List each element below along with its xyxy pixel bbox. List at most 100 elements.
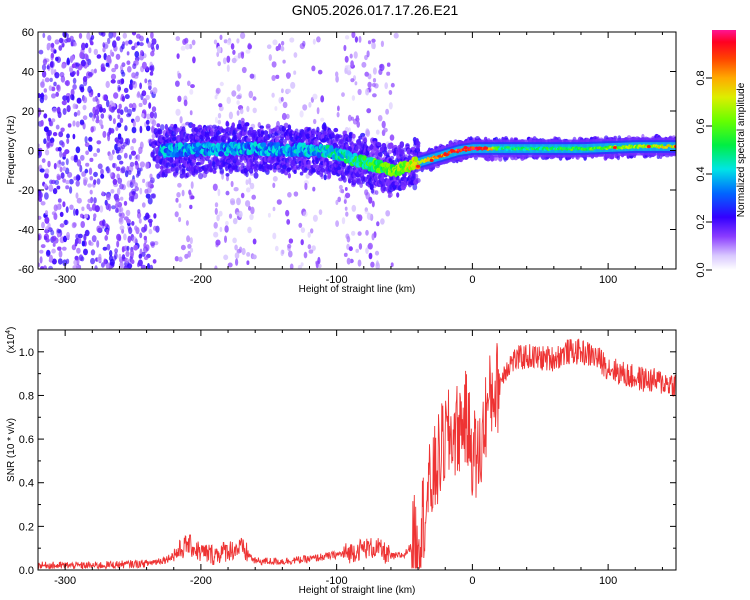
- spectrogram-noise-cell: [112, 149, 115, 155]
- spectrogram-noise-cell: [139, 50, 144, 56]
- spectrogram-noise-cell: [187, 80, 191, 87]
- spectrogram-noise-cell: [385, 210, 391, 217]
- spectrogram-ridge-halo: [287, 124, 292, 131]
- spectrogram-noise-cell: [119, 207, 124, 213]
- spectrogram-noise-cell: [78, 32, 83, 39]
- spectrogram-noise-cell: [57, 198, 62, 203]
- spectrogram-noise-cell: [75, 180, 80, 187]
- spectrogram-noise-cell: [289, 263, 294, 269]
- spectrogram-noise-cell: [111, 205, 116, 210]
- spectrogram-noise-cell: [268, 54, 272, 61]
- spectrogram-noise-cell: [93, 68, 97, 74]
- spectrogram-noise-cell: [248, 90, 254, 99]
- spectrogram-noise-cell: [106, 166, 110, 174]
- spectrogram-noise-cell: [190, 84, 195, 89]
- spectrogram-noise-cell: [114, 248, 118, 254]
- spectrogram-noise-cell: [40, 119, 44, 127]
- spectrogram-noise-cell: [145, 212, 150, 220]
- spectrogram-noise-cell: [248, 205, 251, 211]
- spectrogram-ridge-halo: [363, 137, 368, 144]
- spectrogram-noise-cell: [272, 176, 278, 182]
- spectrogram-noise-cell: [141, 202, 146, 208]
- spectrogram-noise-cell: [99, 205, 104, 213]
- spectrogram-noise-cell: [87, 58, 92, 66]
- spectrogram-noise-cell: [74, 241, 78, 247]
- spectrogram-ridge-halo: [359, 182, 363, 189]
- spectrogram-noise-cell: [52, 107, 57, 113]
- spectrogram-noise-cell: [236, 211, 240, 217]
- spectrogram-noise-cell: [43, 113, 48, 119]
- spectrogram-noise-cell: [275, 74, 280, 79]
- spectrogram-noise-cell: [115, 166, 121, 172]
- spectrogram-noise-cell: [65, 158, 69, 166]
- spectrogram-noise-cell: [230, 180, 234, 188]
- spectrogram-noise-cell: [187, 243, 192, 249]
- spectrogram-noise-cell: [100, 173, 105, 179]
- spectrogram-noise-cell: [311, 65, 316, 72]
- spectrogram-noise-cell: [143, 256, 149, 261]
- spectrogram-noise-cell: [134, 186, 139, 192]
- spectrogram-noise-cell: [280, 96, 284, 102]
- spectrogram-noise-cell: [185, 43, 190, 50]
- spectrogram-noise-cell: [214, 207, 218, 215]
- spectrogram-noise-cell: [76, 159, 82, 167]
- spectrogram-noise-cell: [138, 253, 143, 259]
- spectrogram-noise-cell: [59, 223, 65, 228]
- spectrogram-noise-cell: [86, 32, 91, 40]
- spectrogram-noise-cell: [345, 211, 349, 217]
- spectrogram-noise-cell: [371, 200, 375, 208]
- spectrogram-noise-cell: [139, 35, 144, 42]
- spectrogram-noise-cell: [185, 220, 189, 226]
- spectrogram-noise-cell: [124, 125, 128, 132]
- spectrogram-noise-cell: [131, 221, 135, 226]
- spectrogram-noise-cell: [355, 248, 360, 253]
- spectrogram-noise-cell: [55, 124, 60, 130]
- spectrogram-noise-cell: [77, 110, 81, 116]
- spectrogram-noise-cell: [285, 72, 291, 79]
- spectrogram-noise-cell: [126, 60, 131, 65]
- spectrogram-noise-cell: [143, 242, 147, 249]
- spectrogram-noise-cell: [148, 228, 153, 235]
- spectrogram-noise-cell: [140, 264, 146, 269]
- spectrogram-noise-cell: [40, 266, 44, 269]
- spectrogram-noise-cell: [145, 94, 150, 101]
- spectrogram-noise-cell: [380, 218, 385, 225]
- spectrogram-noise-cell: [38, 215, 42, 220]
- spectrogram-noise-cell: [286, 88, 292, 94]
- spectrogram-noise-cell: [41, 64, 47, 71]
- spectrogram-noise-cell: [123, 87, 129, 93]
- spectrogram-noise-cell: [61, 246, 67, 251]
- spectrogram-noise-cell: [267, 212, 271, 218]
- spectrogram-noise-cell: [96, 140, 102, 145]
- spectrogram-noise-cell: [89, 189, 93, 195]
- spectrogram-noise-cell: [57, 232, 61, 238]
- spectrogram-noise-cell: [43, 235, 48, 241]
- spectrogram-noise-cell: [226, 55, 231, 63]
- spectrogram-noise-cell: [249, 182, 255, 190]
- spectrogram-noise-cell: [53, 162, 57, 170]
- spectrogram-ridge-halo: [414, 173, 419, 180]
- spectrogram-noise-cell: [147, 81, 152, 87]
- spectrogram-noise-cell: [189, 110, 193, 116]
- spectrogram-noise-cell: [49, 60, 55, 69]
- spectrogram-noise-cell: [217, 119, 222, 125]
- spectrogram-noise-cell: [135, 173, 140, 178]
- spectrogram-noise-cell: [246, 187, 251, 193]
- spectrogram-ridge-halo: [307, 160, 312, 165]
- spectrogram-noise-cell: [343, 252, 348, 257]
- spectrogram-noise-cell: [116, 122, 122, 128]
- spectrogram-noise-cell: [216, 214, 220, 222]
- spectrogram-noise-cell: [65, 180, 70, 185]
- spectrogram-noise-cell: [117, 114, 121, 120]
- spectrogram-noise-cell: [147, 218, 153, 224]
- spectrogram-noise-cell: [271, 75, 276, 81]
- spectrogram-noise-cell: [43, 265, 47, 269]
- spectrogram-noise-cell: [365, 88, 370, 96]
- spectrogram-noise-cell: [178, 216, 182, 223]
- spectrogram-noise-cell: [236, 38, 240, 44]
- spectrogram-noise-cell: [118, 103, 122, 110]
- spectrogram-ridge-halo: [416, 145, 420, 152]
- spectrogram-noise-cell: [134, 160, 138, 166]
- spectrogram-noise-cell: [120, 196, 124, 201]
- spectrogram-noise-cell: [335, 199, 339, 206]
